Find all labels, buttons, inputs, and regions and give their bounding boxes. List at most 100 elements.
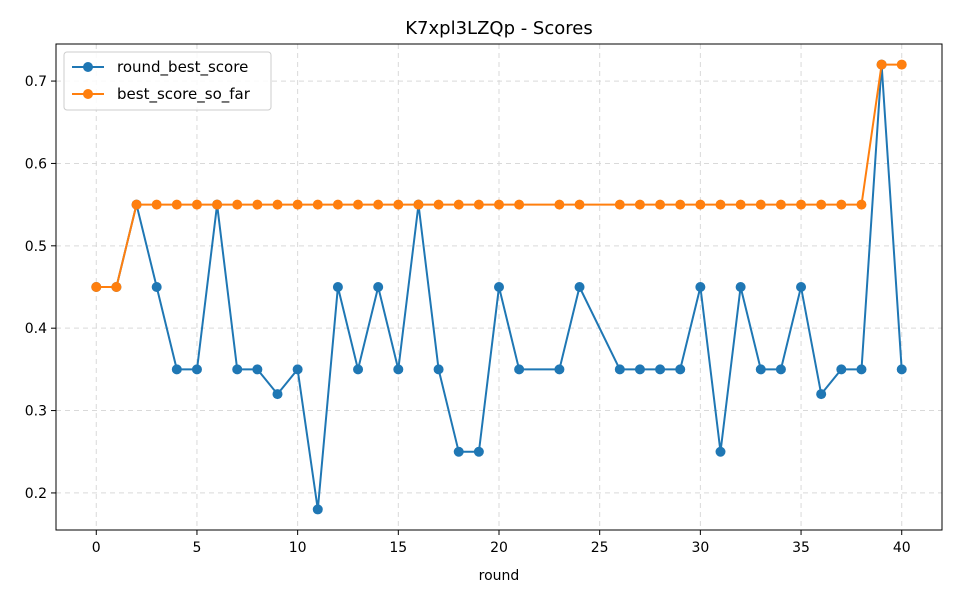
best-score-so-far-point: [373, 199, 384, 210]
best-score-so-far-point: [755, 199, 766, 210]
best-score-so-far-point: [896, 59, 907, 70]
best-score-so-far-point: [614, 199, 625, 210]
round-best-score-point: [695, 282, 706, 292]
round-best-score-point: [312, 504, 323, 515]
x-axis-label: round: [479, 568, 520, 584]
round-best-score-point: [775, 364, 786, 375]
round-best-score-point: [554, 364, 565, 375]
best-score-so-far-point: [212, 199, 223, 210]
round-best-score-point: [614, 364, 625, 375]
round-best-score-point: [755, 364, 766, 375]
legend: round_best_score best_score_so_far: [63, 51, 272, 111]
round-best-score-point: [373, 282, 384, 292]
best-score-so-far-point: [131, 199, 142, 210]
best-score-so-far-point: [413, 199, 424, 210]
best-score-so-far-point: [353, 199, 364, 210]
best-score-so-far-point: [574, 199, 585, 210]
best-score-so-far-point: [514, 199, 525, 210]
round-best-score-point: [634, 364, 645, 375]
round-best-score-point: [232, 364, 243, 375]
round-best-score-point: [453, 446, 464, 457]
round-best-score-point: [353, 364, 364, 375]
round-best-score-point: [272, 389, 283, 400]
best-score-so-far-point: [191, 199, 202, 210]
best-score-so-far-point: [433, 199, 444, 210]
y-tick-label: 0.2: [25, 486, 47, 502]
x-tick-label: 25: [591, 540, 609, 556]
x-tick-label: 35: [792, 540, 810, 556]
best-score-so-far-point: [453, 199, 464, 210]
round-best-score-point: [675, 364, 686, 375]
round-best-score-point: [896, 364, 907, 375]
best-score-so-far-point: [332, 199, 343, 210]
x-tick-label: 10: [289, 540, 307, 556]
best-score-so-far-point: [171, 199, 182, 210]
legend-label-round-best-score: round_best_score: [117, 58, 248, 77]
best-score-so-far-point: [735, 199, 746, 210]
best-score-so-far-point: [494, 199, 504, 210]
round-best-score-point: [796, 282, 807, 292]
best-score-so-far-point: [715, 199, 726, 210]
y-tick-label: 0.6: [25, 156, 47, 172]
best-score-so-far-point: [554, 199, 565, 210]
round-best-score-point: [655, 364, 666, 375]
best-score-so-far-series: [91, 59, 907, 292]
best-score-so-far-point: [292, 199, 303, 210]
round-best-score-point: [494, 282, 504, 292]
legend-marker-round-best-score: [83, 62, 93, 72]
best-score-so-far-point: [695, 199, 706, 210]
round-best-score-point: [856, 364, 867, 375]
round-best-score-point: [574, 282, 585, 292]
round-best-score-point: [171, 364, 182, 375]
best-score-so-far-point: [856, 199, 867, 210]
best-score-so-far-point: [252, 199, 263, 210]
best-score-so-far-point: [473, 199, 484, 210]
legend-label-best-score-so-far: best_score_so_far: [117, 85, 251, 104]
round-best-score-point: [191, 364, 202, 375]
round-best-score-point: [836, 364, 847, 375]
round-best-score-point: [151, 282, 162, 292]
best-score-so-far-point: [655, 199, 666, 210]
best-score-so-far-point: [816, 199, 827, 210]
x-tick-label: 40: [893, 540, 911, 556]
series-layer: [91, 59, 907, 515]
y-tick-label: 0.3: [25, 404, 47, 420]
best-score-so-far-point: [876, 59, 887, 70]
legend-box: [63, 51, 272, 111]
x-tick-label: 0: [92, 540, 101, 556]
round-best-score-point: [433, 364, 444, 375]
best-score-so-far-point: [675, 199, 686, 210]
round-best-score-point: [514, 364, 525, 375]
round-best-score-point: [332, 282, 343, 292]
x-tick-label: 5: [192, 540, 201, 556]
y-axis: 0.2 0.3 0.4 0.5 0.6 0.7: [25, 74, 56, 502]
x-tick-label: 30: [691, 540, 709, 556]
best-score-so-far-point: [796, 199, 807, 210]
best-score-so-far-point: [775, 199, 786, 210]
x-tick-label: 20: [490, 540, 508, 556]
round-best-score-point: [816, 389, 827, 400]
best-score-so-far-point: [312, 199, 323, 210]
best-score-so-far-point: [634, 199, 645, 210]
y-tick-label: 0.7: [25, 74, 47, 90]
legend-marker-best-score-so-far: [83, 89, 93, 99]
round-best-score-point: [473, 446, 484, 457]
best-score-so-far-point: [91, 282, 102, 292]
best-score-so-far-point: [272, 199, 283, 210]
y-tick-label: 0.5: [25, 239, 47, 255]
round-best-score-point: [715, 446, 726, 457]
round-best-score-point: [292, 364, 303, 375]
x-axis: 0 5 10 15 20 25 30 35 40: [92, 530, 911, 556]
round-best-score-point: [393, 364, 404, 375]
x-tick-label: 15: [389, 540, 407, 556]
round-best-score-point: [252, 364, 263, 375]
round-best-score-point: [735, 282, 746, 292]
plot-frame: [55, 43, 943, 531]
chart-title: K7xpl3LZQp - Scores: [405, 18, 592, 39]
grid-layer: [56, 44, 942, 530]
best-score-so-far-point: [393, 199, 404, 210]
best-score-so-far-point: [232, 199, 243, 210]
best-score-so-far-point: [836, 199, 847, 210]
y-tick-label: 0.4: [25, 321, 47, 337]
